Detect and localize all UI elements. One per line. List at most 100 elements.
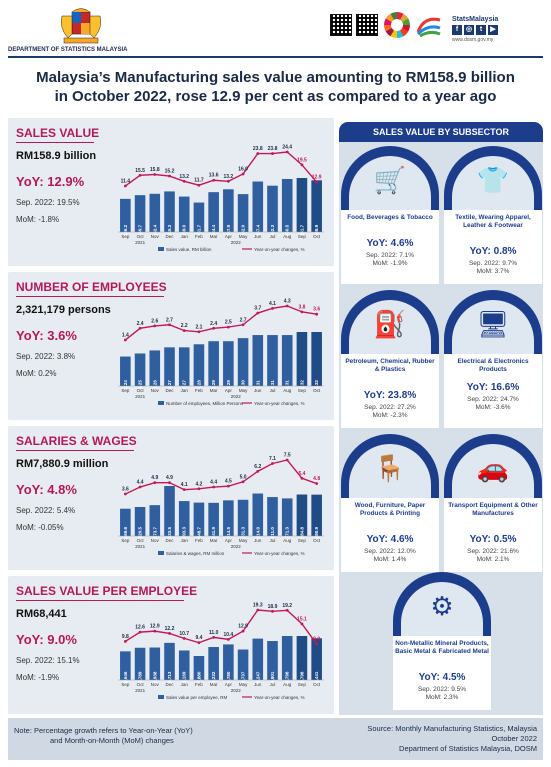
youtube-icon[interactable]: ▶	[488, 25, 498, 35]
x-tick-label: Feb	[195, 538, 203, 543]
yoy-point	[138, 173, 142, 177]
bar-label: 69,798	[285, 671, 290, 685]
twitter-icon[interactable]: t	[476, 25, 486, 35]
card-mom: MoM: -1.9%	[372, 260, 408, 267]
bar-label: 7,573.7	[152, 526, 157, 542]
card-yoy: YoY: 23.8%	[363, 390, 417, 401]
yoy-label: 23.8	[253, 146, 263, 152]
card-body: Electrical & Electronics Products YoY: 16…	[444, 354, 542, 428]
bar-label: 2.27	[167, 380, 172, 389]
bar-label: 2.25	[138, 380, 143, 389]
card-icon-inner: 👕	[452, 156, 534, 210]
facebook-icon[interactable]: f	[452, 25, 462, 35]
yoy-point	[271, 462, 274, 465]
yoy-point	[212, 485, 216, 489]
card-icon-frame: 🪑	[341, 434, 439, 498]
panel-sales-per-employee: SALES VALUE PER EMPLOYEE RM68,441 YoY: 9…	[8, 576, 334, 714]
bar-label: 7,469.8	[123, 526, 128, 542]
yoy-label: 2.5	[225, 320, 232, 326]
x-tick-label: Mar	[210, 682, 218, 687]
qr-code-icon[interactable]	[330, 14, 352, 36]
yoy-point	[315, 180, 319, 184]
x-tick-label: Nov	[151, 234, 160, 239]
panel-sales-value: SALES VALUE RM158.9 billion YoY: 12.9% S…	[8, 118, 334, 266]
bar-label: 65,713	[167, 671, 172, 685]
yoy-point	[182, 329, 186, 333]
yoy-label: 1.4	[122, 333, 129, 339]
card-icon-inner: ⛽	[349, 300, 431, 354]
panel-sep: Sep. 2022: 5.4%	[16, 506, 76, 515]
bar	[252, 638, 264, 680]
x-tick-label: Jan	[181, 682, 189, 687]
stats-url[interactable]: www.dosm.gov.my	[452, 37, 494, 43]
yoy-point	[226, 484, 230, 488]
yoy-label: 3.6	[122, 487, 129, 493]
yoy-point	[241, 480, 245, 484]
bar	[208, 341, 219, 386]
bar	[178, 347, 190, 386]
yoy-point	[123, 338, 127, 342]
bar	[164, 642, 175, 680]
bar-series: 7,469.8 7,520.5 7,573.7 8,133.5 7,693.3 7,648…	[120, 486, 322, 542]
bar-label: 7,641.9	[211, 526, 216, 542]
year-label: 2022	[231, 394, 242, 399]
main-title-line1: Malaysia’s Manufacturing sales value amo…	[36, 69, 515, 86]
yoy-point	[182, 636, 186, 640]
bar-label: 2.31	[255, 380, 260, 389]
bar	[267, 335, 278, 386]
yoy-label: 2.7	[166, 317, 173, 323]
yoy-point	[315, 642, 319, 646]
bar	[296, 332, 308, 386]
panel-title: SALES VALUE PER EMPLOYEE	[16, 584, 198, 598]
bar	[252, 493, 264, 536]
footer-note-line2: and Month-on-Month (MoM) changes	[50, 736, 174, 745]
subsector-header: SALES VALUE BY SUBSECTOR	[339, 122, 543, 142]
card-icon-frame: ⚙	[393, 572, 491, 636]
yoy-point	[285, 458, 289, 462]
legend-bar-swatch	[158, 247, 164, 251]
x-tick-label: Oct	[137, 682, 145, 687]
yoy-point	[315, 312, 319, 316]
x-tick-label: May	[239, 538, 248, 543]
card-yoy: YoY: 4.6%	[366, 238, 414, 249]
header: DEPARTMENT OF STATISTICS MALAYSIA StatsM…	[0, 0, 551, 62]
bar	[193, 344, 205, 386]
x-tick-label: Oct	[313, 538, 321, 543]
yoy-label: 10.4	[223, 632, 233, 638]
sales-per-employee-chart: 60,646 62,789 62,938 65,713 61,169 57,880 63,2…	[118, 603, 324, 700]
bar-label: 68,247	[255, 671, 260, 685]
yoy-label: 15.2	[165, 169, 175, 175]
instagram-icon[interactable]: ◎	[464, 25, 474, 35]
bar	[149, 193, 161, 232]
yoy-point	[271, 306, 274, 310]
yoy-point	[197, 641, 201, 645]
yoy-label: 12.9	[238, 624, 248, 630]
qr-code-icon[interactable]	[356, 14, 378, 36]
bar	[252, 181, 264, 232]
subsector-card: ⛽ Petroleum, Chemical, Rubber & Plastics Y…	[341, 290, 439, 428]
legend-bar-label: Sales value, RM billion	[166, 247, 212, 252]
footer-source-line2: October 2022	[491, 734, 537, 743]
yoy-label: 9.4	[195, 635, 202, 641]
yoy-label: 18.9	[268, 604, 278, 610]
bar-label: 62,938	[152, 671, 157, 685]
x-tick-label: Jan	[181, 234, 189, 239]
card-mom: MoM: 2.1%	[476, 556, 510, 563]
yoy-point	[300, 310, 304, 314]
yoy-point	[300, 622, 304, 626]
yoy-point	[182, 179, 186, 183]
bar-label: 158.9	[314, 224, 319, 236]
bar-label: 7,884.8	[299, 526, 304, 542]
bar	[178, 650, 190, 680]
bar	[149, 350, 161, 386]
panel-mom: MoM: 0.2%	[16, 369, 57, 378]
bar-label: 142.4	[152, 224, 157, 236]
yoy-point	[271, 152, 274, 155]
bar-label: 7,520.5	[138, 526, 143, 542]
bar-label: 69,798	[299, 671, 304, 685]
bar	[134, 195, 146, 232]
yoy-line	[124, 609, 318, 645]
panel-sep: Sep. 2022: 15.1%	[16, 656, 80, 665]
year-label: 2022	[231, 544, 242, 549]
yoy-point	[182, 488, 186, 492]
